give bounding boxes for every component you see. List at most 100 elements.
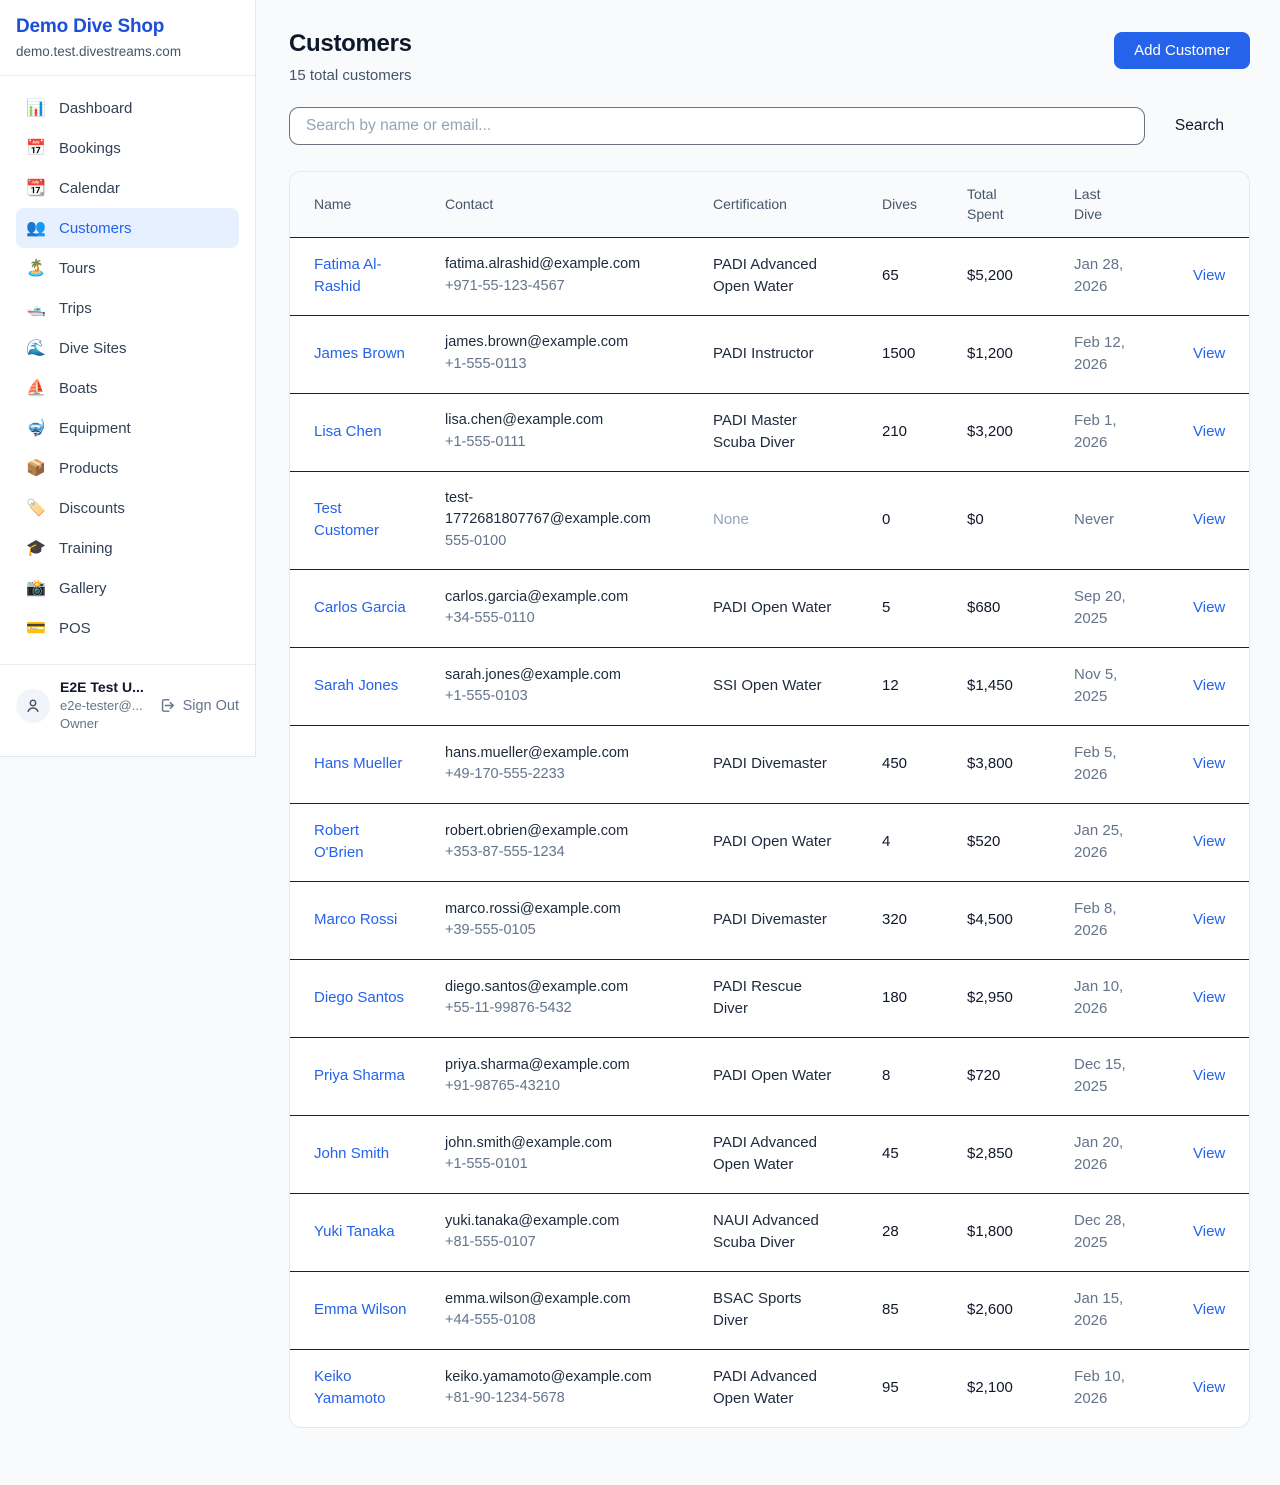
customer-name-link[interactable]: James Brown	[314, 344, 405, 362]
sidebar-item-dive-sites[interactable]: 🌊 Dive Sites	[16, 328, 239, 368]
customer-name-link[interactable]: Hans Mueller	[314, 755, 403, 773]
customer-name-link[interactable]: John Smith	[314, 1145, 390, 1163]
sidebar-item-customers[interactable]: 👥 Customers	[16, 208, 239, 248]
cell-view: View	[1157, 725, 1249, 804]
cell-contact: sarah.jones@example.com +1-555-0103	[435, 647, 703, 726]
cell-view: View	[1157, 1349, 1249, 1427]
customer-dives: 12	[872, 647, 957, 726]
customer-total-spent: $2,850	[957, 1115, 1064, 1194]
view-link[interactable]: View	[1193, 344, 1226, 362]
customer-certification: BSAC Sports Diver	[713, 1289, 802, 1330]
customer-phone: +971-55-123-4567	[445, 278, 565, 295]
sidebar-item-tours[interactable]: 🏝️ Tours	[16, 248, 239, 288]
cell-certification: PADI Open Water	[703, 569, 872, 648]
user-role: Owner	[60, 715, 99, 731]
view-link[interactable]: View	[1193, 599, 1226, 617]
sidebar-item-dashboard[interactable]: 📊 Dashboard	[16, 88, 239, 128]
sidebar-item-label: Discounts	[59, 499, 125, 517]
sidebar-item-bookings[interactable]: 📅 Bookings	[16, 128, 239, 168]
sidebar-item-training[interactable]: 🎓 Training	[16, 528, 239, 568]
table-header-row: Name Contact Certification Dives Total Spent…	[290, 172, 1249, 238]
view-link[interactable]: View	[1193, 1379, 1226, 1397]
sidebar-item-products[interactable]: 📦 Products	[16, 448, 239, 488]
cell-view: View	[1157, 647, 1249, 726]
customer-last-dive: Sep 20, 2025	[1074, 587, 1126, 628]
sidebar-item-equipment[interactable]: 🤿 Equipment	[16, 408, 239, 448]
user-email: e2e-tester@...	[60, 698, 143, 713]
sidebar-item-calendar[interactable]: 📆 Calendar	[16, 168, 239, 208]
customer-total-spent: $3,800	[957, 725, 1064, 804]
search-input[interactable]	[289, 107, 1145, 145]
cell-view: View	[1157, 803, 1249, 882]
view-link[interactable]: View	[1193, 1301, 1226, 1319]
sidebar-item-boats[interactable]: ⛵ Boats	[16, 368, 239, 408]
customer-name-link[interactable]: Fatima Al-Rashid	[314, 255, 382, 296]
calendar-icon: 📆	[26, 180, 46, 197]
view-link[interactable]: View	[1193, 1067, 1226, 1085]
cell-name: Carlos Garcia	[290, 569, 435, 648]
user-box: E2E Test U... e2e-tester@... Owner Sign …	[0, 665, 255, 748]
cell-last-dive: Feb 1, 2026	[1064, 393, 1157, 472]
sidebar-item-pos[interactable]: 💳 POS	[16, 608, 239, 648]
table-row: Sarah Jones sarah.jones@example.com +1-555…	[290, 647, 1249, 726]
customer-name-link[interactable]: Lisa Chen	[314, 422, 382, 440]
table-row: John Smith john.smith@example.com +1-555-0…	[290, 1115, 1249, 1194]
sign-out-button[interactable]: Sign Out	[159, 697, 239, 714]
view-link[interactable]: View	[1193, 677, 1226, 695]
customer-certification: None	[713, 510, 749, 528]
customer-name-link[interactable]: Carlos Garcia	[314, 599, 406, 617]
view-link[interactable]: View	[1193, 1145, 1226, 1163]
sidebar-item-label: Dashboard	[59, 99, 133, 117]
customer-name-link[interactable]: Diego Santos	[314, 989, 405, 1007]
customer-dives: 0	[872, 471, 957, 570]
customer-last-dive: Dec 28, 2025	[1074, 1211, 1126, 1252]
customer-total-spent: $1,200	[957, 315, 1064, 394]
customer-total-spent: $3,200	[957, 393, 1064, 472]
main-content: Customers 15 total customers Add Custome…	[256, 0, 1280, 1428]
add-customer-button[interactable]: Add Customer	[1114, 32, 1250, 69]
cell-view: View	[1157, 237, 1249, 316]
view-link[interactable]: View	[1193, 755, 1226, 773]
customer-phone: +44-555-0108	[445, 1312, 536, 1329]
customer-last-dive: Nov 5, 2025	[1074, 665, 1118, 706]
customer-total-spent: $2,600	[957, 1271, 1064, 1350]
customer-last-dive: Feb 12, 2026	[1074, 333, 1125, 374]
customer-name-link[interactable]: Sarah Jones	[314, 677, 399, 695]
customer-dives: 320	[872, 881, 957, 960]
view-link[interactable]: View	[1193, 422, 1226, 440]
customer-name-link[interactable]: Priya Sharma	[314, 1067, 405, 1085]
customer-name-link[interactable]: Robert O'Brien	[314, 821, 364, 862]
view-link[interactable]: View	[1193, 989, 1226, 1007]
view-link[interactable]: View	[1193, 833, 1226, 851]
pos-icon: 💳	[26, 620, 46, 637]
search-button[interactable]: Search	[1171, 111, 1228, 141]
customer-email: yuki.tanaka@example.com	[445, 1212, 620, 1229]
cell-last-dive: Dec 15, 2025	[1064, 1037, 1157, 1116]
customer-name-link[interactable]: Test Customer	[314, 499, 380, 540]
dive-sites-icon: 🌊	[26, 340, 46, 357]
customer-name-link[interactable]: Emma Wilson	[314, 1301, 407, 1319]
cell-contact: john.smith@example.com +1-555-0101	[435, 1115, 703, 1194]
cell-certification: PADI Open Water	[703, 803, 872, 882]
cell-certification: PADI Instructor	[703, 315, 872, 394]
cell-certification: PADI Divemaster	[703, 725, 872, 804]
customer-total-spent: $720	[957, 1037, 1064, 1116]
view-link[interactable]: View	[1193, 266, 1226, 284]
table-row: Lisa Chen lisa.chen@example.com +1-555-011…	[290, 393, 1249, 472]
sidebar-item-label: Boats	[59, 379, 98, 397]
avatar	[16, 688, 50, 723]
page-subtitle: 15 total customers	[289, 67, 412, 84]
sidebar-item-discounts[interactable]: 🏷️ Discounts	[16, 488, 239, 528]
view-link[interactable]: View	[1193, 510, 1226, 528]
customer-name-link[interactable]: Marco Rossi	[314, 911, 398, 929]
view-link[interactable]: View	[1193, 1223, 1226, 1241]
sidebar-item-label: Equipment	[59, 419, 131, 437]
customer-name-link[interactable]: Yuki Tanaka	[314, 1223, 395, 1241]
column-header: Last Dive	[1064, 172, 1157, 238]
view-link[interactable]: View	[1193, 911, 1226, 929]
customer-name-link[interactable]: Keiko Yamamoto	[314, 1367, 386, 1408]
sidebar-item-trips[interactable]: 🛥️ Trips	[16, 288, 239, 328]
customer-last-dive: Feb 1, 2026	[1074, 411, 1117, 452]
customer-last-dive: Jan 28, 2026	[1074, 255, 1124, 296]
sidebar-item-gallery[interactable]: 📸 Gallery	[16, 568, 239, 608]
